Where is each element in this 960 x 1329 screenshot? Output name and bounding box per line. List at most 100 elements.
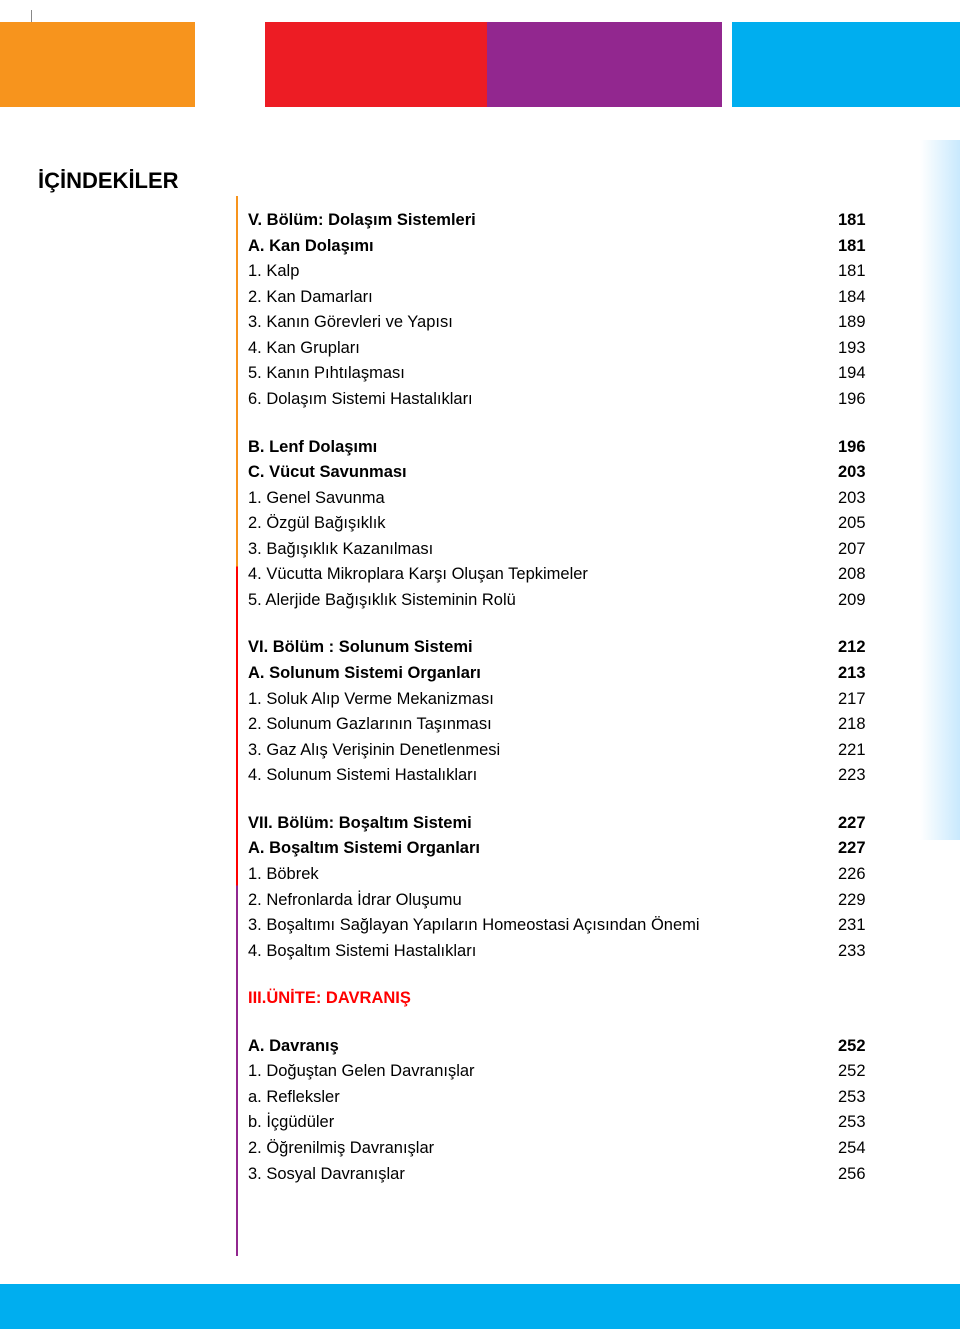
- toc-label: 3. Kanın Görevleri ve Yapısı: [248, 310, 838, 336]
- toc-label: 1. Kalp: [248, 259, 838, 285]
- unit-title: III.ÜNİTE: DAVRANIŞ: [248, 986, 888, 1012]
- toc-row: 4. Vücutta Mikroplara Karşı Oluşan Tepki…: [248, 562, 888, 588]
- toc-row: b. İçgüdüler253: [248, 1110, 888, 1136]
- toc-row: 2. Kan Damarları184: [248, 285, 888, 311]
- toc-page: 218: [838, 712, 888, 738]
- toc-page: 227: [838, 811, 888, 837]
- toc-row: 4. Boşaltım Sistemi Hastalıkları233: [248, 939, 888, 965]
- toc-label: A. Kan Dolaşımı: [248, 234, 838, 260]
- toc-row: C. Vücut Savunması203: [248, 460, 888, 486]
- toc-label: 1. Soluk Alıp Verme Mekanizması: [248, 687, 838, 713]
- toc-page: 207: [838, 537, 888, 563]
- banner-block: [487, 22, 722, 107]
- toc-page: 189: [838, 310, 888, 336]
- toc-page: 226: [838, 862, 888, 888]
- toc-label: 3. Bağışıklık Kazanılması: [248, 537, 838, 563]
- toc-page: 229: [838, 888, 888, 914]
- toc-page: 253: [838, 1110, 888, 1136]
- toc-label: a. Refleksler: [248, 1085, 838, 1111]
- toc-label: b. İçgüdüler: [248, 1110, 838, 1136]
- toc-page: 181: [838, 259, 888, 285]
- top-color-banner: [0, 22, 960, 107]
- toc-label: B. Lenf Dolaşımı: [248, 435, 838, 461]
- toc-row: 6. Dolaşım Sistemi Hastalıkları196: [248, 387, 888, 413]
- banner-block: [265, 22, 487, 107]
- toc-row: 1. Kalp181: [248, 259, 888, 285]
- toc-row: 3. Bağışıklık Kazanılması207: [248, 537, 888, 563]
- toc-page: 223: [838, 763, 888, 789]
- toc-row: 1. Genel Savunma203: [248, 486, 888, 512]
- toc-page: 196: [838, 387, 888, 413]
- toc-label: 1. Doğuştan Gelen Davranışlar: [248, 1059, 838, 1085]
- toc-page: 252: [838, 1059, 888, 1085]
- toc-row: A. Davranış252: [248, 1034, 888, 1060]
- toc-row: a. Refleksler253: [248, 1085, 888, 1111]
- toc-label: VII. Bölüm: Boşaltım Sistemi: [248, 811, 838, 837]
- toc-page: 212: [838, 635, 888, 661]
- banner-block: [195, 22, 265, 107]
- banner-block: [0, 22, 195, 107]
- banner-block: [722, 22, 732, 107]
- content-area: İÇİNDEKİLER V. Bölüm: Dolaşım Sistemleri…: [0, 168, 960, 1187]
- toc-page: 252: [838, 1034, 888, 1060]
- toc-page: 193: [838, 336, 888, 362]
- toc-label: 3. Sosyal Davranışlar: [248, 1162, 838, 1188]
- toc-row: 3. Boşaltımı Sağlayan Yapıların Homeosta…: [248, 913, 888, 939]
- toc-page: 184: [838, 285, 888, 311]
- toc-row: B. Lenf Dolaşımı196: [248, 435, 888, 461]
- toc-row: 2. Solunum Gazlarının Taşınması218: [248, 712, 888, 738]
- toc-label: 3. Gaz Alış Verişinin Denetlenmesi: [248, 738, 838, 764]
- toc-label: 4. Kan Grupları: [248, 336, 838, 362]
- toc-label: C. Vücut Savunması: [248, 460, 838, 486]
- toc-page: 181: [838, 234, 888, 260]
- toc-page: 213: [838, 661, 888, 687]
- toc-row: VII. Bölüm: Boşaltım Sistemi227: [248, 811, 888, 837]
- toc-page: 233: [838, 939, 888, 965]
- toc-page: 203: [838, 486, 888, 512]
- toc-label: VI. Bölüm : Solunum Sistemi: [248, 635, 838, 661]
- toc-label: 2. Kan Damarları: [248, 285, 838, 311]
- toc-page: 181: [838, 208, 888, 234]
- toc-page: 209: [838, 588, 888, 614]
- toc-page: 253: [838, 1085, 888, 1111]
- toc-label: 2. Solunum Gazlarının Taşınması: [248, 712, 838, 738]
- toc-page: 231: [838, 913, 888, 939]
- toc-row: 3. Kanın Görevleri ve Yapısı189: [248, 310, 888, 336]
- toc-row: 5. Kanın Pıhtılaşması194: [248, 361, 888, 387]
- toc-label: 4. Boşaltım Sistemi Hastalıkları: [248, 939, 838, 965]
- toc-row: A. Boşaltım Sistemi Organları227: [248, 836, 888, 862]
- toc-page: 203: [838, 460, 888, 486]
- toc-row: 2. Öğrenilmiş Davranışlar254: [248, 1136, 888, 1162]
- toc-page: 205: [838, 511, 888, 537]
- toc-page: 196: [838, 435, 888, 461]
- toc-label: 2. Özgül Bağışıklık: [248, 511, 838, 537]
- toc-label: 1. Genel Savunma: [248, 486, 838, 512]
- toc-row: 4. Kan Grupları193: [248, 336, 888, 362]
- toc-label: A. Davranış: [248, 1034, 838, 1060]
- toc-label: 4. Solunum Sistemi Hastalıkları: [248, 763, 838, 789]
- bottom-bar: [0, 1284, 960, 1329]
- toc-row: 4. Solunum Sistemi Hastalıkları223: [248, 763, 888, 789]
- section-gap: [248, 613, 888, 635]
- toc-row: 5. Alerjide Bağışıklık Sisteminin Rolü20…: [248, 588, 888, 614]
- toc-page: 221: [838, 738, 888, 764]
- table-of-contents: V. Bölüm: Dolaşım Sistemleri181A. Kan Do…: [248, 208, 888, 1187]
- toc-label: 6. Dolaşım Sistemi Hastalıkları: [248, 387, 838, 413]
- toc-row: 2. Özgül Bağışıklık205: [248, 511, 888, 537]
- section-gap: [248, 789, 888, 811]
- toc-page: 217: [838, 687, 888, 713]
- toc-row: 3. Sosyal Davranışlar256: [248, 1162, 888, 1188]
- toc-row: A. Solunum Sistemi Organları213: [248, 661, 888, 687]
- toc-row: V. Bölüm: Dolaşım Sistemleri181: [248, 208, 888, 234]
- toc-label: 5. Alerjide Bağışıklık Sisteminin Rolü: [248, 588, 838, 614]
- toc-label: A. Solunum Sistemi Organları: [248, 661, 838, 687]
- page-title: İÇİNDEKİLER: [38, 168, 960, 194]
- toc-row: 1. Soluk Alıp Verme Mekanizması217: [248, 687, 888, 713]
- toc-label: 3. Boşaltımı Sağlayan Yapıların Homeosta…: [248, 913, 838, 939]
- toc-label: 2. Nefronlarda İdrar Oluşumu: [248, 888, 838, 914]
- toc-page: 227: [838, 836, 888, 862]
- toc-label: 2. Öğrenilmiş Davranışlar: [248, 1136, 838, 1162]
- toc-page: 208: [838, 562, 888, 588]
- toc-label: 1. Böbrek: [248, 862, 838, 888]
- toc-row: A. Kan Dolaşımı181: [248, 234, 888, 260]
